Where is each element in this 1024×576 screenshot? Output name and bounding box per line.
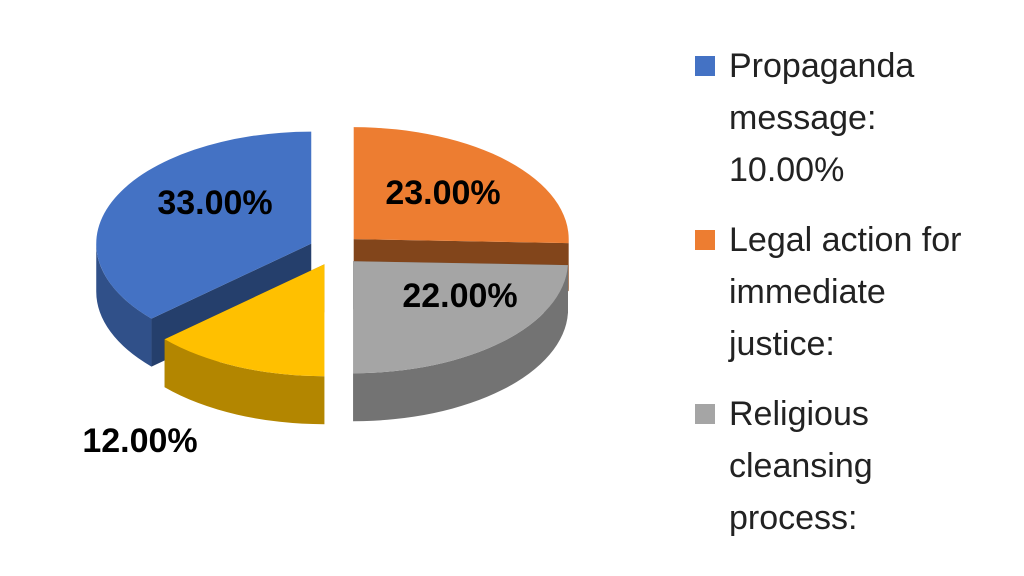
slice-side	[353, 265, 568, 422]
slice-top	[353, 261, 568, 374]
legend-item: Religious cleansing process:	[695, 388, 975, 544]
data-label: 33.00%	[157, 184, 272, 222]
slice	[164, 264, 325, 425]
data-label: 12.00%	[82, 422, 197, 460]
legend-swatch	[695, 230, 715, 250]
data-label: 23.00%	[385, 174, 500, 212]
slice-side	[164, 339, 325, 425]
legend: Propaganda message: 10.00% Legal action f…	[695, 40, 975, 562]
chart: 33.00% 23.00% 22.00% 12.00%	[82, 127, 569, 460]
legend-swatch	[695, 56, 715, 76]
slice-side	[96, 243, 152, 367]
legend-label: Propaganda message: 10.00%	[729, 47, 915, 189]
legend-label: Religious cleansing process:	[729, 395, 873, 537]
data-label: 22.00%	[402, 277, 517, 315]
slice-top	[164, 264, 325, 377]
slice-top	[96, 131, 312, 319]
slice	[353, 261, 568, 422]
legend-label: Legal action for immediate justice:	[729, 221, 962, 363]
legend-swatch	[695, 404, 715, 424]
legend-item: Propaganda message: 10.00%	[695, 40, 975, 196]
slice-top	[353, 127, 569, 244]
legend-item: Legal action for immediate justice:	[695, 214, 975, 370]
